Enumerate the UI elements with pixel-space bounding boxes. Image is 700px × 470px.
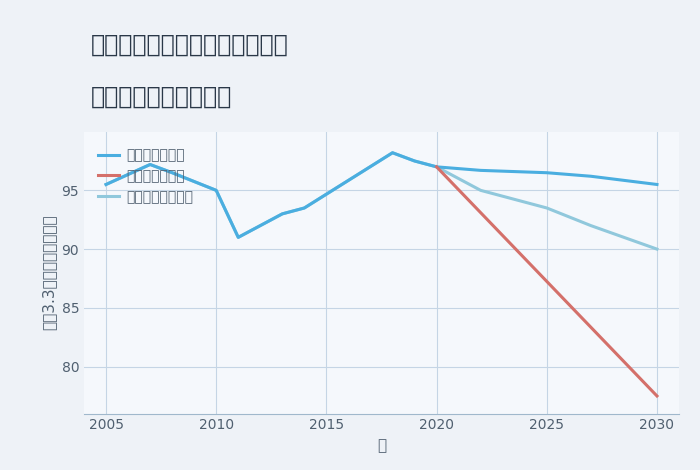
グッドシナリオ [653,182,662,188]
グッドシナリオ [168,170,176,176]
グッドシナリオ [542,170,551,176]
グッドシナリオ [146,162,154,167]
ノーマルシナリオ [146,162,154,167]
グッドシナリオ [278,211,286,217]
ノーマルシナリオ [410,158,419,164]
ノーマルシナリオ [212,188,220,193]
グッドシナリオ [300,205,309,211]
ノーマルシナリオ [168,170,176,176]
ノーマルシナリオ [433,164,441,170]
ノーマルシナリオ [234,235,242,240]
ノーマルシナリオ [389,150,397,156]
ノーマルシナリオ [278,211,286,217]
ノーマルシナリオ [587,223,595,228]
グッドシナリオ [477,167,485,173]
Text: 中古戸建ての価格推移: 中古戸建ての価格推移 [91,85,232,109]
Line: グッドシナリオ: グッドシナリオ [106,153,657,237]
グッドシナリオ [389,150,397,156]
ノーマルシナリオ [477,188,485,193]
グッドシナリオ [587,173,595,179]
X-axis label: 年: 年 [377,438,386,453]
ノーマルシナリオ [653,246,662,252]
グッドシナリオ [234,235,242,240]
ノーマルシナリオ [542,205,551,211]
Legend: グッドシナリオ, バッドシナリオ, ノーマルシナリオ: グッドシナリオ, バッドシナリオ, ノーマルシナリオ [92,143,199,210]
ノーマルシナリオ [102,182,110,188]
グッドシナリオ [433,164,441,170]
グッドシナリオ [410,158,419,164]
グッドシナリオ [212,188,220,193]
Line: ノーマルシナリオ: ノーマルシナリオ [106,153,657,249]
グッドシナリオ [102,182,110,188]
ノーマルシナリオ [300,205,309,211]
Text: 愛知県名古屋市守山区鳥神町の: 愛知県名古屋市守山区鳥神町の [91,33,288,57]
Y-axis label: 坪（3.3㎡）単価（万円）: 坪（3.3㎡）単価（万円） [41,215,56,330]
